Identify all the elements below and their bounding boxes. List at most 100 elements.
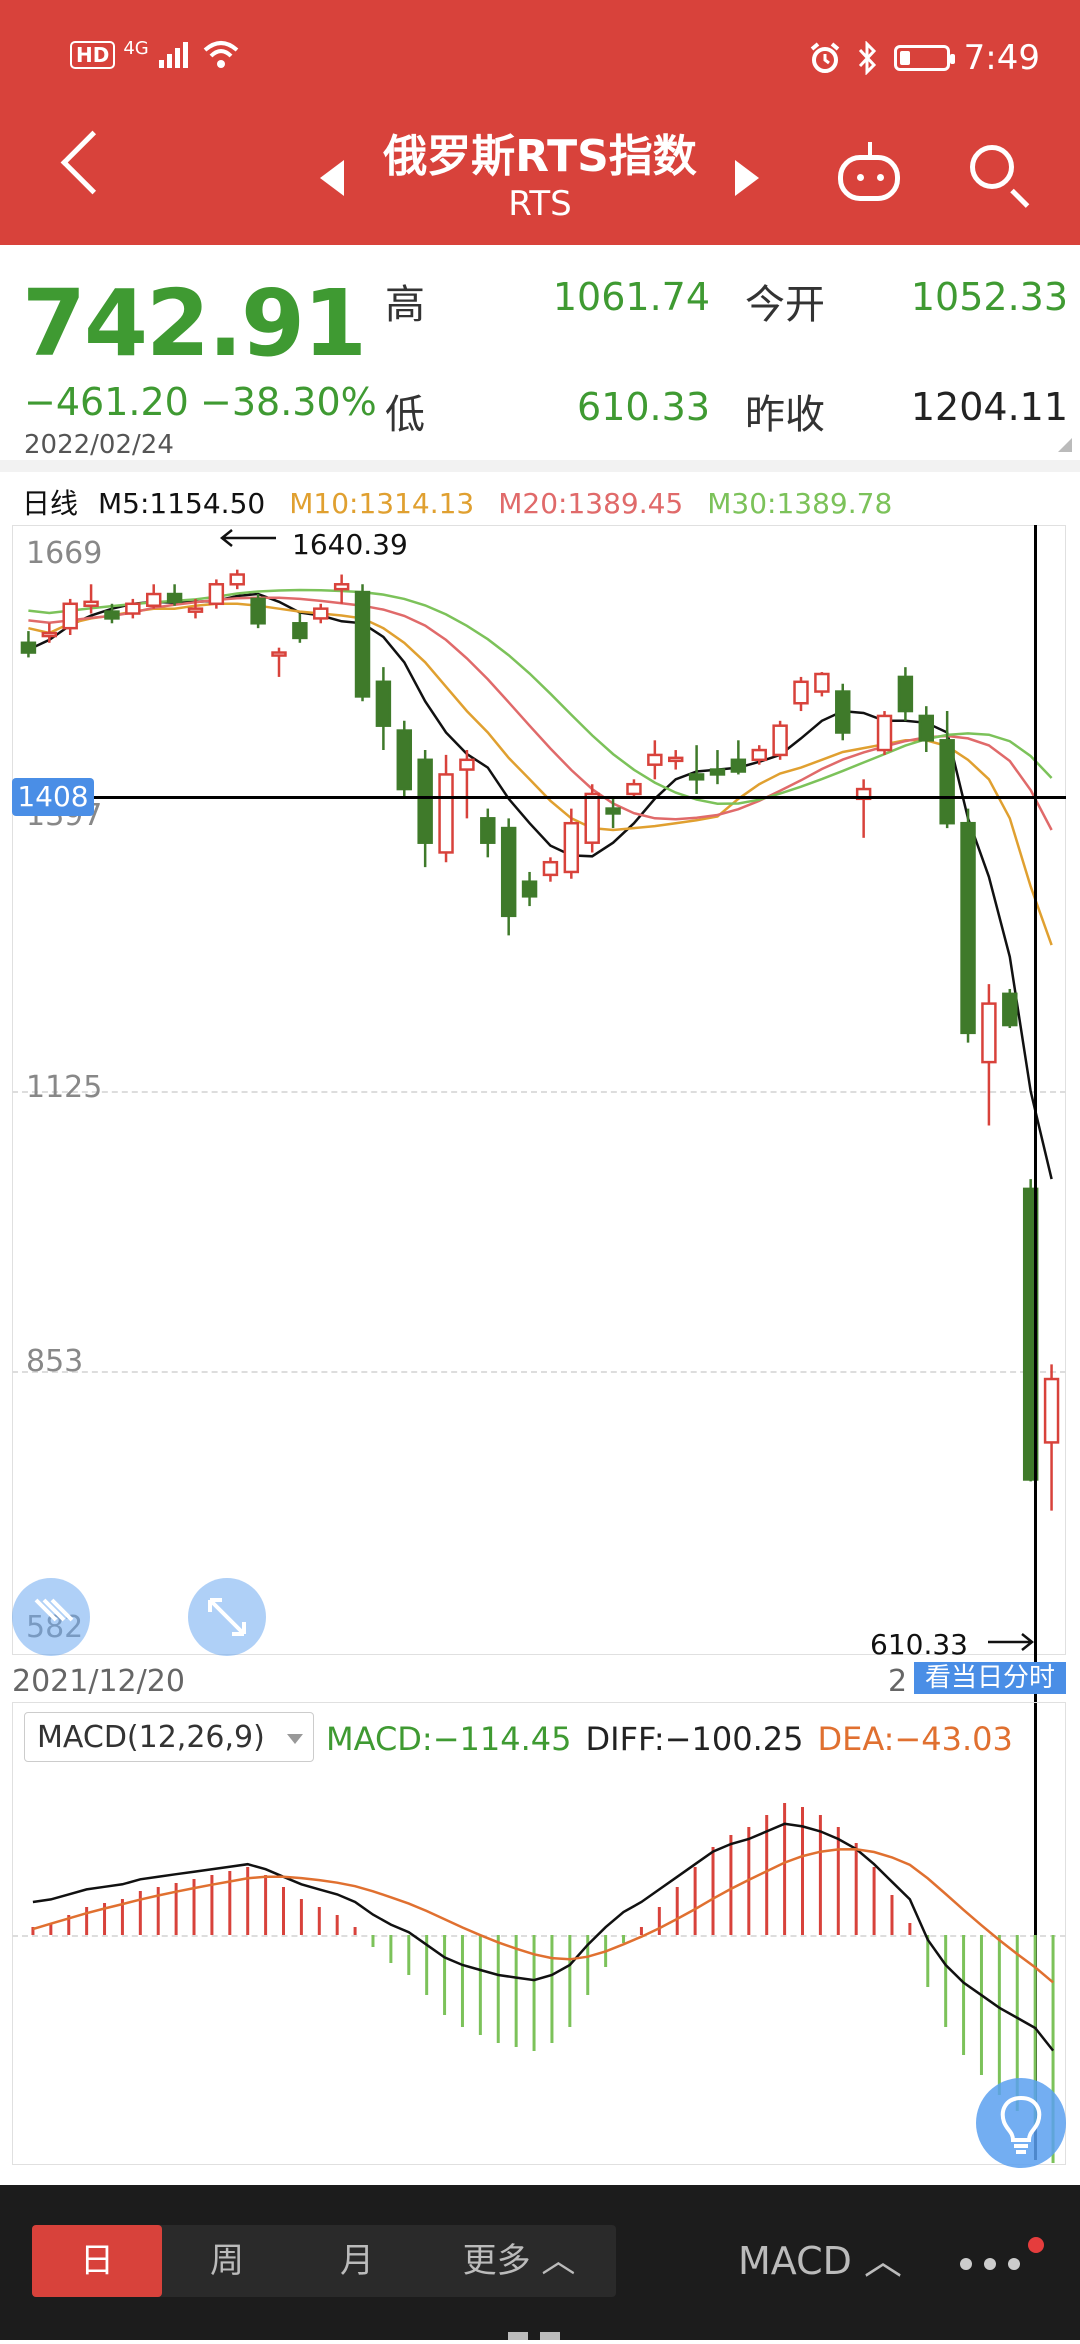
- candle-down: [396, 729, 413, 791]
- candle-down: [104, 610, 120, 620]
- candle-down: [918, 714, 935, 742]
- next-index-icon[interactable]: [735, 160, 759, 196]
- crosshair-value: 1408: [12, 778, 94, 816]
- candle-up: [83, 600, 99, 607]
- tip-button[interactable]: [976, 2078, 1066, 2168]
- diff-line: [32, 1822, 1055, 2052]
- expand-icon: [208, 1598, 246, 1636]
- section-separator: [0, 460, 1080, 472]
- search-icon[interactable]: [970, 145, 1014, 189]
- candle-down: [960, 821, 976, 1035]
- y-tick-label: 1125: [26, 1070, 103, 1105]
- open-label: 今开: [745, 282, 825, 328]
- prev-close-label: 昨收: [745, 392, 825, 438]
- dea-value: DEA:−43.03: [817, 1720, 1013, 1758]
- y-tick-label: 853: [26, 1344, 84, 1379]
- candle-down: [354, 590, 371, 698]
- app-header: HD 4G 7:49 俄罗斯RTS指数 RTS: [0, 0, 1080, 245]
- robot-icon[interactable]: [838, 142, 900, 201]
- candle-up: [187, 607, 204, 613]
- tab-day[interactable]: 日: [32, 2225, 162, 2297]
- candle-down: [1022, 1187, 1039, 1481]
- battery-icon: [893, 45, 955, 71]
- kline-chart-frame[interactable]: [12, 525, 1066, 1655]
- high-label: 高: [385, 282, 425, 328]
- page-subtitle: RTS: [508, 184, 572, 224]
- candle-down: [375, 680, 392, 727]
- ma20-label: M20:1389.45: [498, 487, 684, 520]
- candle-down: [1002, 992, 1018, 1027]
- candle-down: [835, 690, 851, 734]
- candle-down: [897, 675, 914, 713]
- open-value: 1052.33: [910, 275, 1068, 319]
- scroll-left-button[interactable]: [12, 1578, 90, 1656]
- ma10-label: M10:1314.13: [289, 487, 475, 520]
- hd-badge: HD: [70, 41, 116, 69]
- ma-legend: 日线 M5:1154.50 M10:1314.13 M20:1389.45 M30:13…: [22, 482, 916, 522]
- tab-month[interactable]: 月: [340, 2241, 374, 2281]
- ma-line-m30: [28, 588, 1053, 805]
- low-marker-arrow-icon: [988, 1633, 1035, 1651]
- candle-up: [814, 672, 830, 693]
- more-icon[interactable]: [960, 2255, 1032, 2274]
- y-tick-label: 1669: [26, 536, 103, 571]
- expand-corner-icon[interactable]: [1058, 438, 1072, 452]
- nav-bar: 俄罗斯RTS指数 RTS: [0, 110, 1080, 240]
- candle-down: [709, 768, 726, 776]
- status-time: 7:49: [963, 38, 1040, 78]
- candle-up: [313, 607, 329, 620]
- candle-down: [250, 597, 266, 625]
- candle-up: [229, 573, 245, 586]
- candle-up: [438, 773, 454, 854]
- low-label: 低: [385, 392, 425, 438]
- candle-up: [145, 592, 162, 607]
- macd-selector[interactable]: MACD(12,26,9): [24, 1712, 314, 1762]
- alarm-icon: [810, 42, 839, 73]
- candle-up: [667, 756, 684, 763]
- candle-down: [20, 641, 37, 654]
- gridline: [12, 1371, 1066, 1373]
- tab-week[interactable]: 周: [210, 2241, 244, 2281]
- status-bar: HD 4G 7:49: [0, 30, 1080, 90]
- candle-up: [62, 602, 78, 630]
- price-change-pct: −38.30%: [200, 380, 377, 424]
- macd-value: MACD:−114.45: [326, 1720, 572, 1758]
- notification-dot: [1028, 2237, 1044, 2253]
- candle-up: [584, 792, 600, 844]
- tab-more[interactable]: 更多 ︿: [462, 2241, 576, 2281]
- macd-chart-frame[interactable]: [12, 1702, 1066, 2165]
- fullscreen-button[interactable]: [188, 1578, 266, 1656]
- crosshair-horizontal: [12, 796, 1066, 799]
- candle-up: [1043, 1377, 1060, 1444]
- macd-zero-line: [12, 1935, 1066, 1937]
- bluetooth-icon: [858, 41, 876, 75]
- low-marker-label: 610.33: [870, 1628, 968, 1661]
- candle-up: [41, 631, 58, 638]
- indicator-button[interactable]: MACD ︿: [738, 2239, 902, 2283]
- high-marker-arrow-icon: [219, 529, 276, 547]
- lightbulb-icon: [1000, 2095, 1042, 2154]
- home-indicator: [508, 2325, 572, 2344]
- candle-up: [542, 860, 559, 877]
- high-value: 1061.74: [552, 275, 710, 319]
- candle-up: [772, 724, 788, 757]
- candle-down: [480, 817, 496, 844]
- low-value: 610.33: [577, 385, 710, 429]
- candle-down: [730, 758, 747, 773]
- diff-value: DIFF:−100.25: [585, 1720, 804, 1758]
- candle-down: [605, 807, 621, 815]
- page-title: 俄罗斯RTS指数: [383, 131, 697, 182]
- candle-up: [793, 680, 809, 705]
- double-chevron-icon: [34, 1598, 74, 1622]
- candle-down: [417, 758, 433, 844]
- prev-index-icon[interactable]: [320, 160, 344, 196]
- prev-close-value: 1204.11: [910, 385, 1068, 429]
- network-label: 4G: [123, 37, 149, 59]
- candle-up: [459, 758, 475, 771]
- quote-date: 2022/02/24: [24, 430, 174, 460]
- ma30-label: M30:1389.78: [707, 487, 893, 520]
- candle-down: [292, 622, 308, 640]
- intraday-button[interactable]: 看当日分时: [914, 1662, 1066, 1694]
